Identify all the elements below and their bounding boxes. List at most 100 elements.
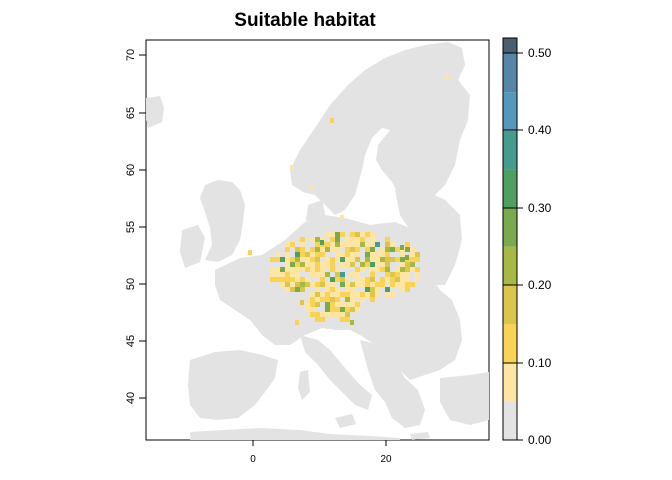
- habitat-cell: [395, 277, 400, 282]
- habitat-cell: [335, 292, 340, 297]
- habitat-cell: [280, 267, 285, 272]
- habitat-cell: [365, 262, 370, 267]
- habitat-cell: [285, 247, 290, 252]
- habitat-cell: [320, 240, 324, 245]
- habitat-cell: [300, 300, 304, 305]
- habitat-cell: [375, 262, 380, 267]
- habitat-cell: [335, 257, 340, 262]
- habitat-cell: [320, 247, 325, 252]
- habitat-cell: [375, 252, 380, 257]
- habitat-cell: [395, 257, 400, 262]
- habitat-cell: [320, 262, 325, 267]
- habitat-cell: [350, 232, 355, 237]
- habitat-cell: [355, 272, 360, 277]
- habitat-cell: [390, 247, 395, 252]
- habitat-cell: [285, 252, 290, 257]
- habitat-cell: [360, 237, 365, 242]
- habitat-cell: [300, 277, 305, 282]
- habitat-cell: [280, 257, 285, 262]
- habitat-cell: [375, 267, 380, 272]
- habitat-cell: [300, 282, 305, 287]
- habitat-cell: [305, 267, 310, 272]
- habitat-cell: [400, 252, 405, 257]
- habitat-cell: [295, 272, 300, 277]
- legend-color-bin: [503, 362, 517, 402]
- y-tick-label: 60: [125, 164, 137, 176]
- habitat-cell: [415, 272, 420, 277]
- habitat-cell: [385, 292, 390, 297]
- habitat-cell: [290, 287, 295, 292]
- habitat-cell: [365, 292, 370, 297]
- habitat-cell: [355, 307, 360, 312]
- habitat-cell: [270, 267, 275, 272]
- habitat-cell: [340, 272, 345, 277]
- habitat-cell: [365, 282, 370, 287]
- y-axis: [139, 54, 146, 399]
- habitat-cell: [365, 287, 370, 292]
- habitat-cell: [305, 307, 310, 312]
- habitat-cell: [340, 317, 345, 322]
- habitat-cell: [410, 262, 415, 267]
- habitat-cell: [335, 312, 340, 317]
- legend-color-bin: [503, 246, 517, 286]
- habitat-cell: [380, 257, 385, 262]
- habitat-cell: [355, 232, 360, 237]
- habitat-cell: [365, 252, 370, 257]
- legend-color-bin: [503, 208, 517, 247]
- habitat-cell: [315, 282, 320, 287]
- habitat-cell: [370, 252, 375, 257]
- habitat-cell: [390, 282, 395, 287]
- habitat-cell: [380, 277, 385, 282]
- habitat-cell: [320, 272, 325, 277]
- habitat-cell: [315, 297, 320, 302]
- habitat-cell: [310, 282, 315, 287]
- habitat-cell: [335, 287, 340, 292]
- habitat-cell: [325, 292, 330, 297]
- legend-colorbar: [503, 38, 517, 440]
- habitat-cell: [285, 267, 290, 272]
- habitat-cell: [385, 247, 390, 252]
- map-title: Suitable habitat: [234, 10, 376, 31]
- habitat-cell: [275, 267, 280, 272]
- habitat-cell: [350, 282, 355, 287]
- habitat-cell: [270, 277, 275, 282]
- habitat-cell: [300, 262, 305, 267]
- habitat-cell: [365, 242, 370, 247]
- habitat-cell: [290, 257, 295, 262]
- habitat-cell: [365, 247, 370, 252]
- habitat-cell: [350, 237, 355, 242]
- legend-color-bin: [503, 285, 517, 325]
- habitat-cell: [290, 277, 295, 282]
- habitat-cell: [345, 242, 350, 247]
- habitat-cell: [360, 277, 365, 282]
- habitat-cell: [310, 292, 315, 297]
- habitat-cell: [360, 297, 365, 302]
- habitat-cell: [295, 287, 300, 292]
- habitat-cell: [320, 277, 325, 282]
- legend-label: 0.00: [528, 433, 552, 447]
- habitat-cell: [405, 287, 410, 292]
- habitat-cell: [360, 242, 365, 247]
- habitat-cell: [310, 262, 315, 267]
- habitat-cell: [375, 242, 380, 247]
- habitat-cell: [390, 272, 395, 277]
- habitat-cell: [310, 267, 315, 272]
- habitat-cell: [280, 272, 285, 277]
- habitat-cell: [340, 252, 345, 257]
- habitat-cell: [355, 247, 360, 252]
- habitat-cell: [370, 242, 375, 247]
- habitat-cell: [405, 242, 410, 247]
- habitat-cell: [295, 252, 300, 257]
- habitat-cell: [370, 262, 375, 267]
- habitat-cell: [335, 267, 340, 272]
- habitat-cell: [345, 312, 350, 317]
- habitat-cell: [365, 232, 370, 237]
- habitat-cell: [360, 262, 365, 267]
- habitat-cell: [310, 185, 314, 190]
- habitat-cell: [325, 257, 330, 262]
- habitat-cell: [290, 282, 295, 287]
- habitat-cell: [350, 247, 355, 252]
- habitat-cell: [290, 262, 295, 267]
- x-axis: [252, 440, 387, 446]
- habitat-cell: [370, 267, 375, 272]
